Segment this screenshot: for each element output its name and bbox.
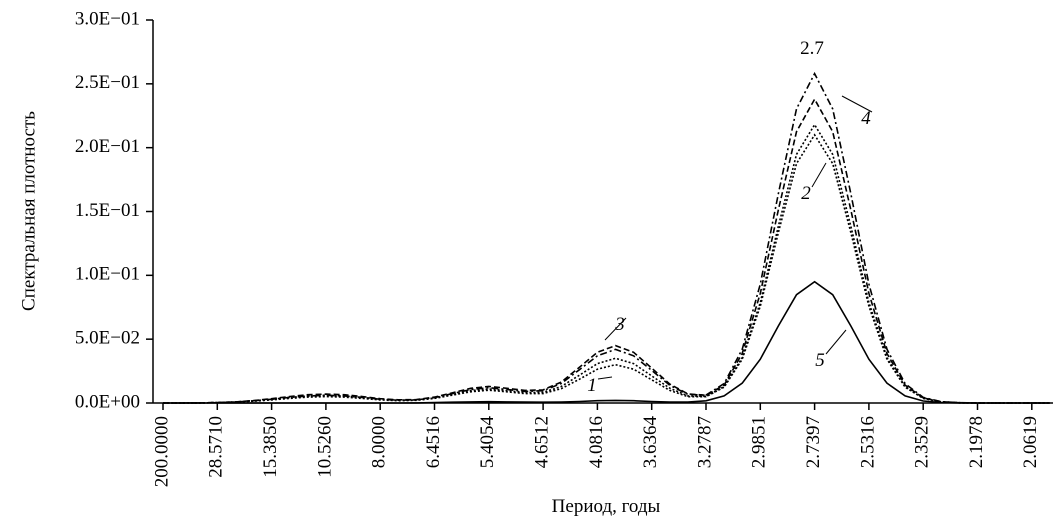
series-line xyxy=(163,280,1050,404)
x-tick-label: 2.7397 xyxy=(803,416,824,468)
x-tick-label: 28.5710 xyxy=(206,416,227,478)
leader-line xyxy=(825,329,847,355)
y-tick-label: 2.0E−01 xyxy=(75,136,140,157)
x-tick-label: 2.1978 xyxy=(966,416,987,468)
x-tick-label: 10.5260 xyxy=(314,416,335,478)
x-tick-label: 200.0000 xyxy=(151,416,172,487)
leader-line xyxy=(604,317,627,341)
y-tick-label: 2.5E−01 xyxy=(75,72,140,93)
y-tick-label: 3.0E−01 xyxy=(75,8,140,29)
x-tick-label: 15.3850 xyxy=(260,416,281,478)
peak-annotation: 2.7 xyxy=(800,38,824,59)
x-tick-label: 4.0816 xyxy=(586,416,607,468)
y-tick-label: 5.0E−02 xyxy=(75,328,140,349)
series-line xyxy=(163,97,1050,404)
leader-line xyxy=(597,376,613,380)
series-line xyxy=(163,133,1050,404)
x-tick-label: 2.3529 xyxy=(912,416,933,468)
leader-line xyxy=(811,162,827,188)
series-label: 3 xyxy=(614,314,625,335)
x-tick-label: 2.5316 xyxy=(857,416,878,468)
series-line xyxy=(163,71,1050,404)
x-tick-label: 6.4516 xyxy=(423,416,444,468)
x-tick-label: 2.0619 xyxy=(1020,416,1041,468)
x-tick-label: 4.6512 xyxy=(531,416,552,468)
y-tick-label: 1.5E−01 xyxy=(75,200,140,221)
series-label: 2 xyxy=(801,183,811,204)
series-label: 1 xyxy=(587,375,597,396)
x-tick-label: 2.9851 xyxy=(749,416,770,468)
y-axis-title: Спектральная плотность xyxy=(18,111,39,311)
y-tick-label: 1.0E−01 xyxy=(75,264,140,285)
series-label: 4 xyxy=(861,108,871,129)
x-tick-label: 5.4054 xyxy=(477,416,498,469)
x-axis-title: Период, годы xyxy=(552,496,661,517)
series-line xyxy=(163,123,1050,404)
series-label: 5 xyxy=(815,350,825,371)
leader-line xyxy=(841,95,873,113)
x-tick-label: 3.2787 xyxy=(694,416,715,468)
x-tick-label: 8.0000 xyxy=(369,416,390,468)
y-tick-label: 0.0E+00 xyxy=(75,391,140,412)
x-tick-label: 3.6364 xyxy=(640,416,661,469)
